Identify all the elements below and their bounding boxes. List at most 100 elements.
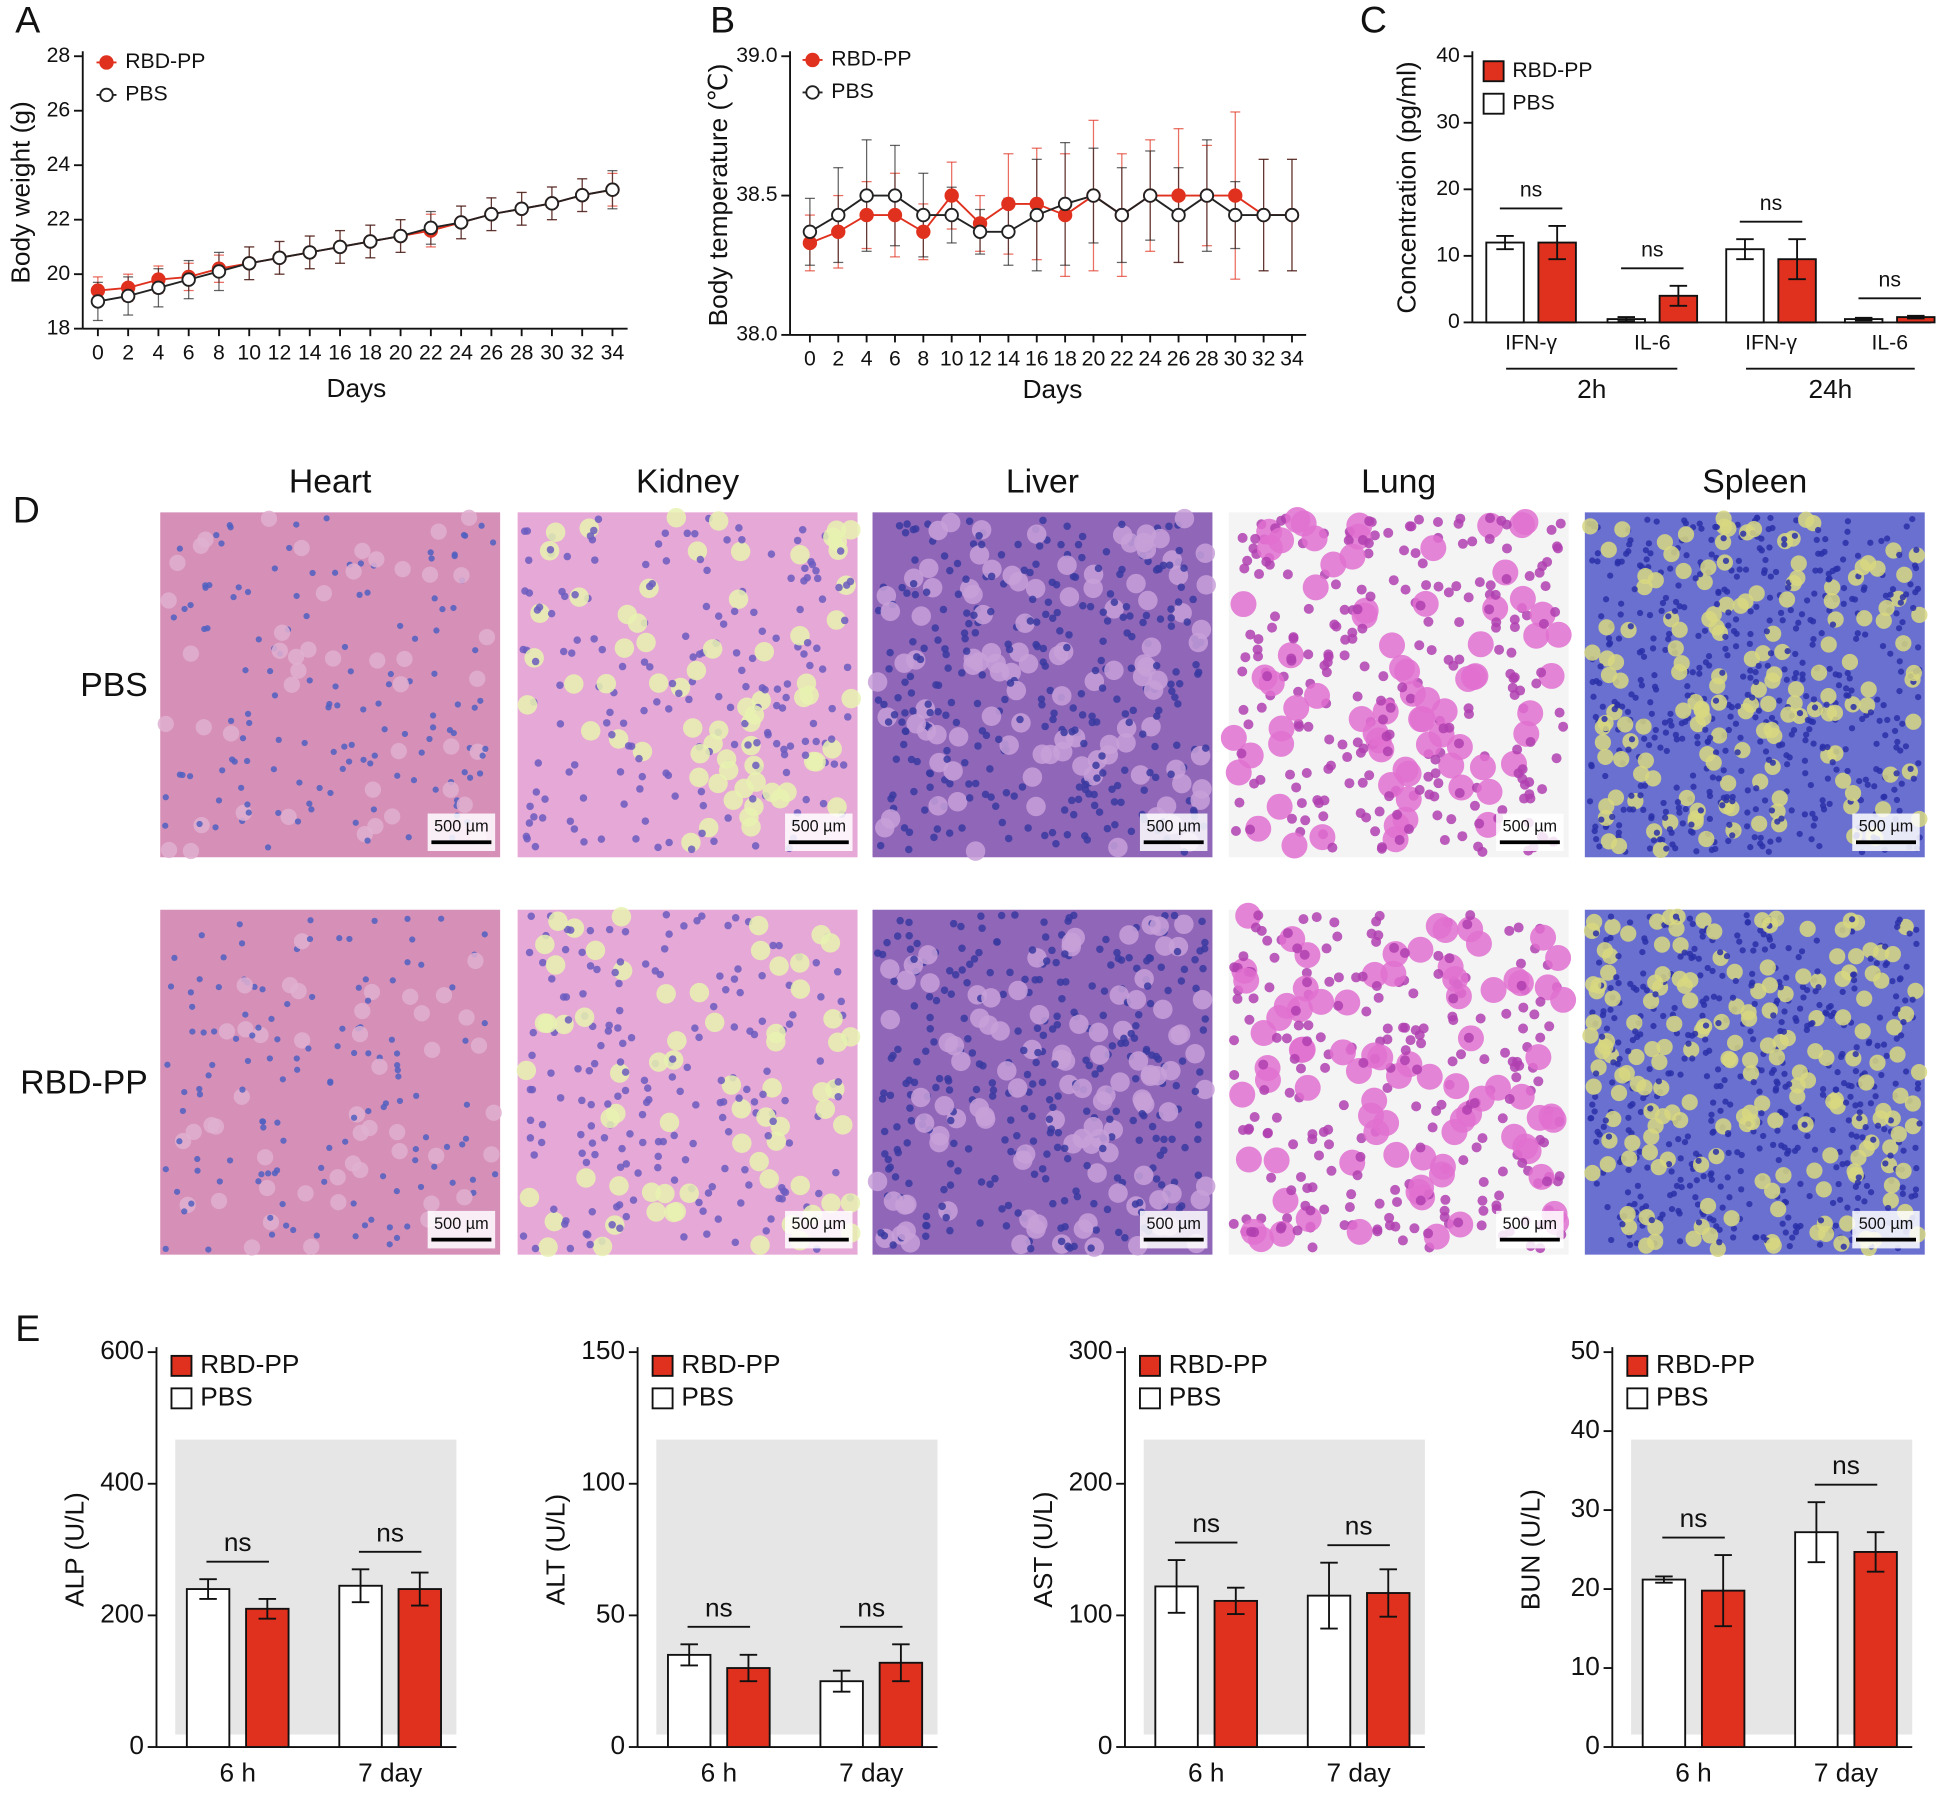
- tissue-texture: [958, 669, 965, 676]
- tissue-texture: [888, 1054, 895, 1061]
- tissue-texture: [1113, 1107, 1120, 1114]
- tissue-texture: [1747, 668, 1753, 674]
- tissue-texture: [692, 1101, 699, 1108]
- tissue-texture: [202, 582, 208, 588]
- tissue-texture: [703, 639, 722, 658]
- tissue-texture: [1756, 663, 1762, 669]
- y-tick-label: 40: [1571, 1414, 1600, 1444]
- histology-image: 500 µm: [1582, 511, 1927, 858]
- tissue-texture: [1476, 1013, 1486, 1023]
- tissue-texture: [1679, 1184, 1685, 1190]
- tissue-texture: [1683, 520, 1689, 526]
- tissue-texture: [1640, 807, 1646, 813]
- tissue-texture: [787, 575, 794, 582]
- tissue-texture: [1049, 829, 1056, 836]
- tissue-texture: [1179, 1057, 1186, 1064]
- tissue-texture: [1147, 1000, 1154, 1007]
- tissue-texture: [294, 593, 300, 599]
- tissue-texture: [1145, 954, 1152, 961]
- tissue-texture: [911, 1088, 930, 1107]
- tissue-texture: [1189, 633, 1208, 652]
- tissue-texture: [409, 936, 415, 942]
- histology-image: 500 µm: [160, 910, 502, 1256]
- tissue-texture: [1404, 824, 1414, 834]
- tissue-texture: [1706, 923, 1722, 939]
- tissue-texture: [1347, 1219, 1373, 1245]
- tissue-texture: [1276, 1224, 1286, 1234]
- tissue-texture: [970, 545, 989, 564]
- tissue-texture: [467, 953, 483, 969]
- column-label: Lung: [1361, 463, 1436, 501]
- tissue-texture: [1702, 1227, 1718, 1243]
- significance-label: ns: [376, 1517, 404, 1547]
- tissue-texture: [330, 1194, 346, 1210]
- tissue-texture: [1375, 1199, 1385, 1209]
- tissue-texture: [1430, 1154, 1456, 1180]
- tissue-texture: [1253, 634, 1263, 644]
- tissue-texture: [1651, 837, 1657, 843]
- tissue-texture: [318, 1165, 324, 1171]
- tissue-texture: [1885, 946, 1901, 962]
- tissue-texture: [1370, 826, 1380, 836]
- tissue-texture: [1040, 1032, 1047, 1039]
- tissue-texture: [548, 975, 555, 982]
- tissue-texture: [1894, 739, 1900, 745]
- tissue-texture: [1626, 1127, 1632, 1133]
- scale-bar-label: 500 µm: [1859, 1215, 1913, 1233]
- tissue-texture: [1099, 684, 1106, 691]
- tissue-texture: [397, 1098, 403, 1104]
- tissue-texture: [1767, 839, 1773, 845]
- tissue-texture: [1710, 1099, 1716, 1105]
- tissue-texture: [571, 591, 578, 598]
- tissue-texture: [1358, 778, 1368, 788]
- x-tick-label: 14: [298, 340, 322, 364]
- tissue-texture: [724, 791, 743, 810]
- tissue-texture: [1889, 978, 1895, 984]
- tissue-texture: [181, 1208, 187, 1214]
- tissue-texture: [1638, 752, 1654, 768]
- tissue-texture: [835, 1093, 842, 1100]
- tissue-texture: [1531, 679, 1541, 689]
- tissue-texture: [309, 994, 315, 1000]
- tissue-texture: [1258, 1060, 1268, 1070]
- tissue-texture: [1518, 1003, 1528, 1013]
- tissue-texture: [1737, 735, 1743, 741]
- tissue-texture: [1236, 749, 1246, 759]
- tissue-texture: [1613, 974, 1619, 980]
- tissue-texture: [1856, 778, 1862, 784]
- tissue-texture: [700, 802, 707, 809]
- tissue-texture: [1292, 943, 1302, 953]
- tissue-texture: [325, 650, 341, 666]
- tissue-texture: [1839, 1051, 1845, 1057]
- data-point: [804, 226, 816, 238]
- tissue-texture: [1324, 734, 1334, 744]
- tissue-texture: [227, 1157, 233, 1163]
- tissue-texture: [439, 606, 445, 612]
- tissue-texture: [1593, 714, 1599, 720]
- tissue-texture: [709, 1183, 716, 1190]
- tissue-texture: [1049, 716, 1056, 723]
- tissue-texture: [731, 608, 738, 615]
- tissue-texture: [1625, 709, 1631, 715]
- tissue-texture: [1181, 966, 1188, 973]
- tissue-texture: [1283, 569, 1293, 579]
- tissue-texture: [1366, 591, 1376, 601]
- tissue-texture: [1358, 535, 1368, 545]
- tissue-texture: [671, 1176, 678, 1183]
- tissue-texture: [1656, 1078, 1662, 1084]
- x-tick-label: 7 day: [358, 1757, 423, 1787]
- tissue-texture: [1709, 619, 1725, 635]
- tissue-texture: [903, 520, 910, 527]
- tissue-texture: [1762, 567, 1768, 573]
- legend-swatch: [1140, 1388, 1160, 1408]
- tissue-texture: [898, 584, 905, 591]
- tissue-texture: [1615, 1039, 1621, 1045]
- tissue-texture: [1722, 748, 1728, 754]
- tissue-texture: [1102, 936, 1109, 943]
- tissue-texture: [947, 1117, 954, 1124]
- tissue-texture: [974, 742, 981, 749]
- tissue-texture: [606, 926, 613, 933]
- tissue-texture: [1812, 1147, 1818, 1153]
- tissue-texture: [1912, 562, 1918, 568]
- tissue-texture: [724, 922, 731, 929]
